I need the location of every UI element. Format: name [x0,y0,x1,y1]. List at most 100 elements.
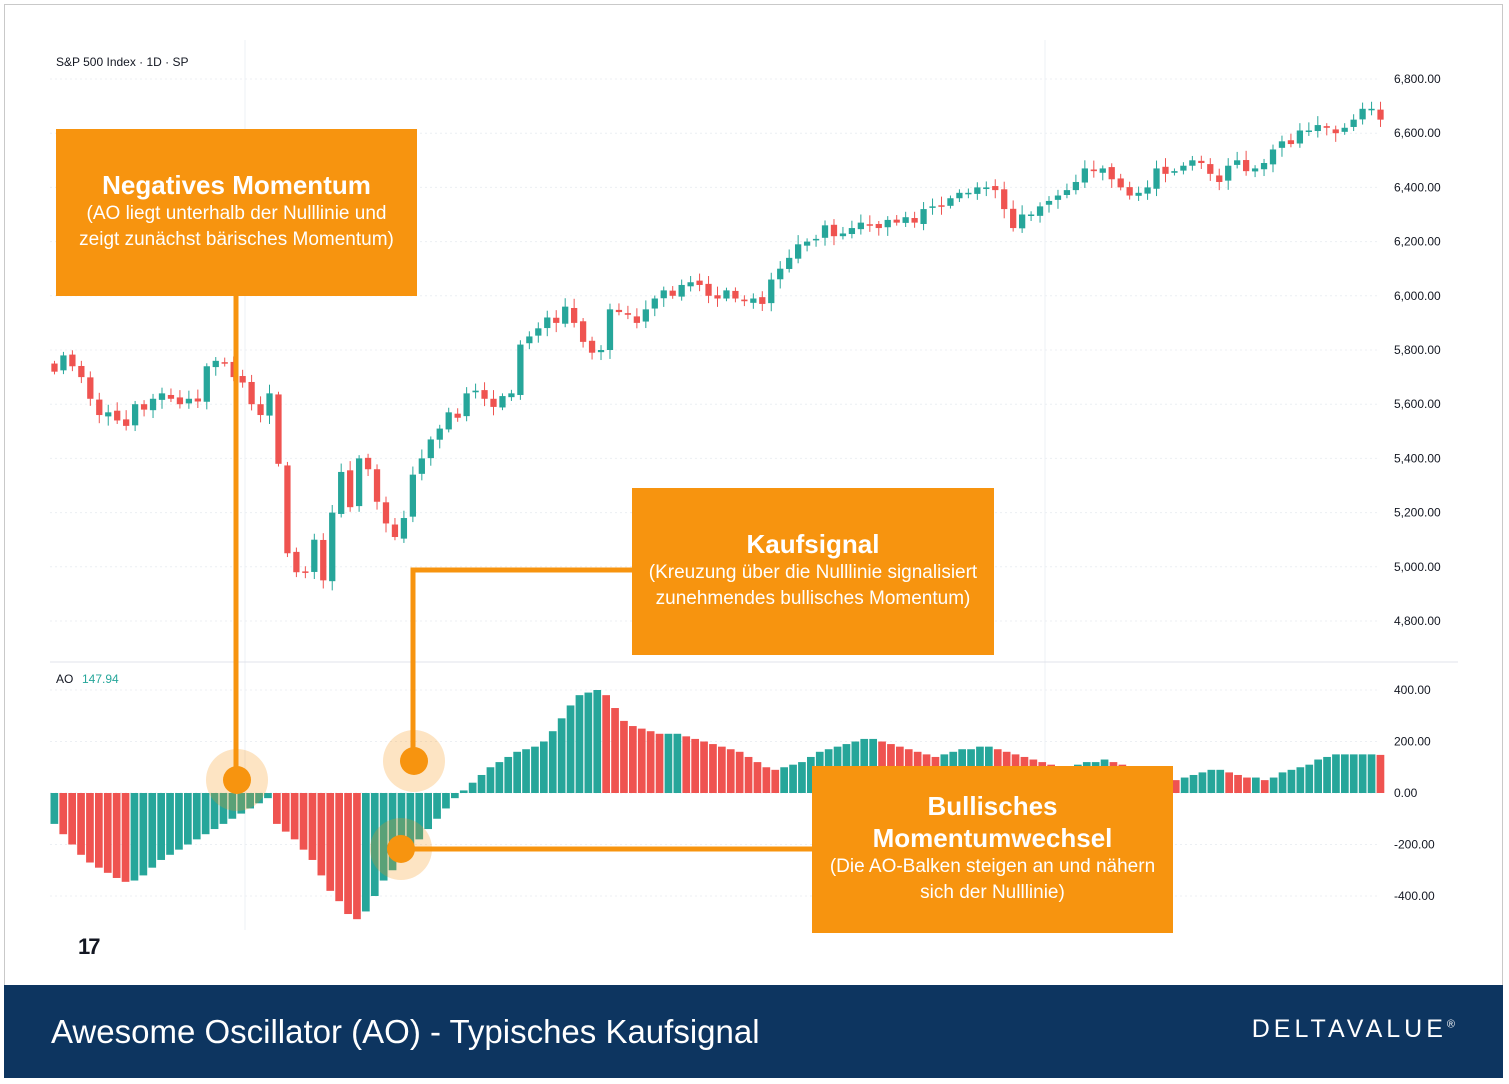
candle-body [938,205,945,207]
ao-bar [700,741,708,793]
marker-negative [223,766,251,794]
candle-body [203,366,210,402]
candle-body [1162,166,1169,174]
candle-body [508,393,515,398]
callout-negative-sub2: zeigt zunächst bärisches Momentum) [79,229,394,250]
candle-body [553,317,560,323]
candle-body [490,398,497,407]
candle-body [87,377,94,399]
price-tick-label: 5,200.00 [1394,506,1441,520]
candle-body [588,340,596,353]
candle-body [1216,175,1223,182]
ao-bar [495,762,504,793]
candle-body [741,299,748,302]
callout-bullish-shift: Bullisches Momentumwechsel (Die AO-Balke… [812,766,1173,933]
ao-bar [246,793,254,809]
ao-bar [1216,769,1225,793]
candle-body [1242,160,1250,172]
candle-body [123,419,130,426]
candle-body [848,228,856,235]
chart-title: S&P 500 Index · 1D · SP [56,55,189,69]
candle-body [714,295,721,299]
ao-bar [771,769,780,793]
candle-body [382,502,390,524]
ao-bar [459,790,468,793]
candle-body [696,280,703,285]
candle-body [1350,119,1357,127]
ao-bar [664,733,673,793]
candle-body [929,206,936,208]
candle-body [812,238,820,241]
ao-bar [522,749,530,793]
ao-bar [620,720,628,793]
candle-body [105,412,112,417]
ao-bar [442,793,450,809]
candles [51,101,1384,591]
candle-body [1144,187,1151,194]
candle-body [481,390,488,399]
ao-bar [584,692,593,793]
callout-bullish-sub2: sich der Nulllinie) [920,882,1065,903]
ao-bar [726,749,735,793]
candle-body [1269,149,1277,165]
candle-body [1027,214,1035,216]
candle-body [1278,141,1286,148]
ao-bar [1198,772,1207,793]
candle-body [884,219,891,228]
ao-bar [557,718,566,793]
ao-tick-label: 400.00 [1394,683,1431,697]
candle-body [221,362,228,364]
candle-body [535,328,542,336]
ao-bar [192,793,201,840]
candle-body [391,524,399,537]
ao-bar [504,756,513,793]
ao-bar [1252,777,1260,793]
ao-bar [59,793,68,835]
candle-body [158,393,166,400]
candle-body [400,518,408,539]
ao-bar [611,708,619,793]
ao-bar [103,793,112,873]
candle-body [418,458,425,474]
candle-body [499,396,506,408]
ao-bar [1367,754,1376,793]
ao-bar [255,793,263,804]
candle-body [149,398,157,411]
ao-bar [691,738,699,793]
callout-bullish-title2: Momentumwechsel [872,823,1113,853]
candle-body [1045,200,1053,205]
connectors [206,296,812,880]
candle-body [875,223,882,229]
candle-body [911,218,918,223]
ao-bar [789,764,797,793]
candle-body [463,393,470,417]
candle-body [1135,192,1142,196]
ao-bar [184,793,192,845]
ao-bar [228,793,237,819]
candle-body [364,457,372,470]
ao-bar [637,728,646,793]
ao-bar [50,793,59,824]
ao-bar [175,793,183,850]
candle-body [1090,169,1097,172]
candle-body [571,307,578,323]
candle-body [284,465,291,554]
ao-tick-label: -200.00 [1394,838,1435,852]
candle-body [1072,181,1080,191]
ao-bar [299,793,308,850]
ao-bar [397,793,406,860]
candle-body [1198,160,1205,164]
ao-bar [531,746,539,793]
price-tick-label: 5,000.00 [1394,560,1441,574]
candle-body [1332,129,1339,134]
callout-buy-signal: Kaufsignal (Kreuzung über die Nulllinie … [632,488,994,655]
marker-buy [400,747,428,775]
callout-buy-sub2: zunehmendes bullisches Momentum) [655,588,971,609]
ao-bar [68,793,76,845]
ao-bar [486,767,495,793]
candle-body [311,539,318,572]
ao-bar [353,793,361,920]
candle-body [974,187,981,194]
candle-body [1010,208,1017,229]
candle-body [606,309,614,350]
